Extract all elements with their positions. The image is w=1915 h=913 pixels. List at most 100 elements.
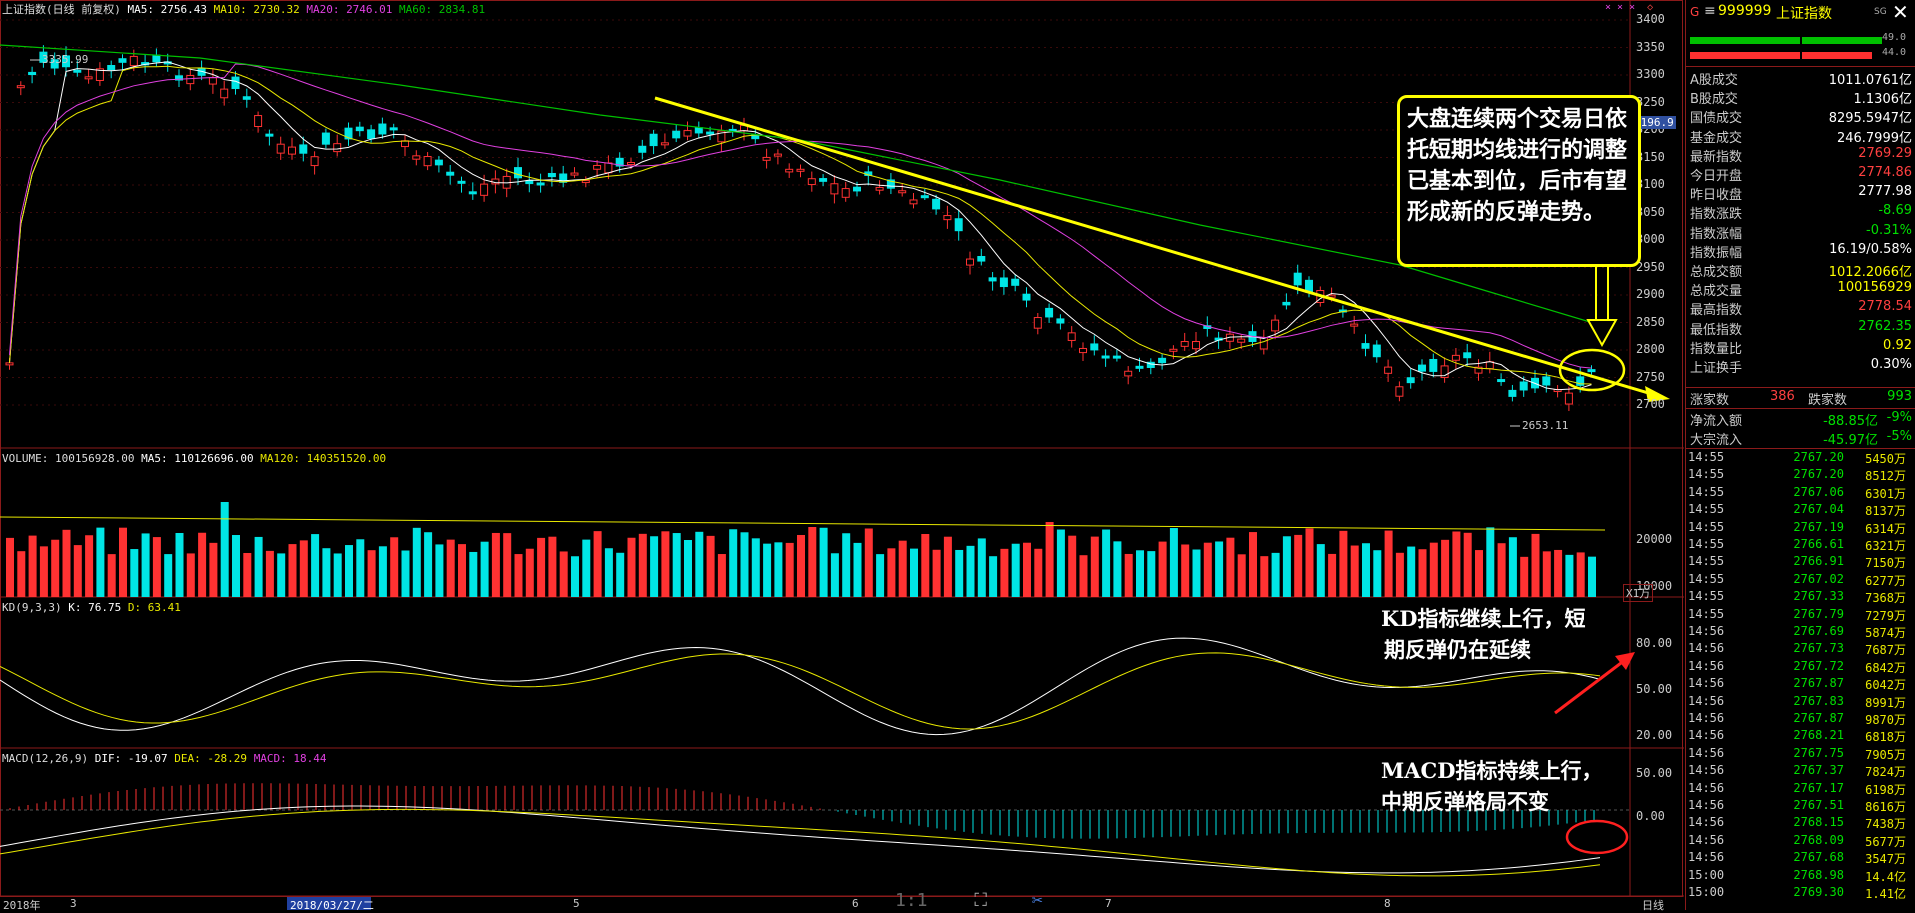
volume-bar	[864, 528, 873, 597]
candle-body	[660, 142, 669, 146]
volume-bar	[1192, 549, 1201, 597]
volume-bar	[1316, 544, 1325, 597]
quote-row: 最新指数 2769.29	[1690, 146, 1912, 165]
quote-row: 最高指数 2778.54	[1690, 299, 1912, 318]
trend-arrowhead	[1645, 386, 1670, 402]
volume-bars	[0, 502, 1606, 597]
quote-row: 总成交量 100156929	[1690, 280, 1912, 299]
volume-bar	[107, 554, 116, 597]
tick-volume: 7905万	[1865, 747, 1906, 762]
candle-body	[638, 145, 647, 153]
quote-row: 今日开盘 2774.86	[1690, 165, 1912, 184]
tick-price: 2767.87	[1793, 711, 1844, 725]
volume-bar	[616, 552, 625, 597]
volume-bar	[1554, 549, 1563, 597]
tick-volume: 7687万	[1865, 643, 1906, 658]
volume-bar	[356, 539, 365, 597]
block-label: 大宗流入	[1690, 433, 1743, 448]
tick-time: 14:56	[1688, 815, 1725, 830]
tick-volume: 8991万	[1865, 695, 1906, 710]
menu-icon[interactable]: ≡	[1704, 3, 1716, 19]
volume-bar	[1000, 548, 1009, 597]
volume-bar	[830, 553, 839, 597]
candle-body	[480, 183, 489, 196]
close-icon[interactable]: ✕	[1892, 0, 1909, 24]
candle-body	[434, 159, 443, 166]
tick-row: 14:56 2767.83 8991万	[1686, 694, 1908, 712]
volume-bar	[943, 536, 952, 597]
volume-bar	[1542, 551, 1551, 597]
tick-price: 2769.30	[1793, 885, 1844, 899]
tick-price: 2767.73	[1793, 641, 1844, 656]
tick-price: 2766.91	[1793, 554, 1844, 569]
volume-bar	[1113, 541, 1122, 597]
tick-row: 14:55 2766.91 7150万	[1686, 554, 1908, 572]
quote-row: B股成交 1.1306亿	[1690, 88, 1912, 108]
chart-area[interactable]	[0, 0, 1684, 910]
candle-body	[1587, 369, 1596, 373]
candle-body	[1045, 307, 1054, 318]
tick-volume: 8137万	[1865, 504, 1906, 519]
tick-price: 2767.04	[1793, 502, 1844, 517]
candle-body	[932, 198, 941, 210]
volume-bar	[898, 540, 907, 597]
candle-body	[1576, 376, 1585, 386]
kd-panel-header: KD(9,3,3) K: 76.75 D: 63.41	[2, 601, 181, 614]
candle-body	[50, 59, 59, 69]
quote-row-label: 指数量比	[1690, 341, 1743, 357]
kd-up-arrow	[1554, 652, 1635, 715]
volume-bar	[1079, 555, 1088, 597]
volume-bar	[243, 552, 252, 597]
screenshot-icon[interactable]: ✂	[1031, 890, 1043, 911]
candle-body	[819, 178, 828, 182]
tick-row: 14:56 2767.87 9870万	[1686, 711, 1908, 729]
divider	[1686, 408, 1915, 409]
candle-body	[1180, 341, 1189, 347]
period-label[interactable]: 日线	[1642, 899, 1664, 912]
candle-body	[1124, 370, 1133, 377]
fit-screen-icon[interactable]: ⛶	[974, 890, 987, 911]
volume-bar	[401, 550, 410, 597]
volume-bar	[1486, 527, 1495, 597]
quote-row-label: 最低指数	[1690, 322, 1743, 338]
bottom-toolbar: 1:1 ⛶ ✂	[895, 890, 1043, 911]
volume-bar	[152, 537, 161, 597]
chart-window-icons[interactable]: × × × ◇	[1605, 2, 1653, 13]
volume-bar	[311, 534, 320, 597]
axis-label: 2850	[1636, 314, 1665, 329]
date-m7: 7	[1105, 897, 1112, 910]
volume-bar	[808, 527, 817, 597]
sell-pct: 44.0	[1882, 47, 1907, 58]
chart-svg[interactable]	[0, 0, 1684, 910]
volume-bar	[1452, 531, 1461, 597]
volume-bar	[186, 553, 195, 597]
volume-bar	[141, 533, 150, 597]
quote-row: 国债成交 8295.5947亿	[1690, 107, 1912, 127]
tick-time: 14:56	[1688, 780, 1725, 795]
volume-bar	[412, 527, 421, 597]
main-callout-text: 大盘连续两个交易日依托短期均线进行的调整已基本到位，后市有望形成新的反弹走势。	[1407, 106, 1628, 225]
tick-price: 2767.69	[1793, 624, 1844, 638]
tick-price: 2767.20	[1793, 450, 1844, 464]
quote-row-label: B股成交	[1690, 92, 1738, 108]
dots-icon[interactable]: × × ×	[1605, 2, 1636, 13]
candle-body	[999, 277, 1008, 288]
candle-body	[717, 130, 726, 143]
quote-row-label: 国债成交	[1690, 111, 1743, 127]
quote-name: 上证指数	[1776, 6, 1832, 22]
macd-histogram	[0, 783, 1630, 877]
volume-bar	[220, 502, 229, 597]
volume-bar	[265, 550, 274, 597]
diamond-icon[interactable]: ◇	[1647, 2, 1654, 13]
candle-body	[288, 146, 296, 155]
volume-bar	[1226, 537, 1235, 597]
up-label: 涨家数	[1690, 393, 1730, 408]
tick-row: 14:55 2767.33 7368万	[1686, 589, 1908, 607]
candle-body	[1169, 348, 1178, 352]
date-axis: 2018年 3 2018/03/27/二 5 6 7 8 日线	[0, 897, 1684, 912]
kd-callout-line2: 期反弹仍在延续	[1384, 637, 1531, 662]
ratio-button[interactable]: 1:1	[895, 890, 928, 911]
quote-row-value: 1011.0761亿	[1828, 73, 1912, 88]
quote-row-value: 246.7999亿	[1836, 130, 1912, 146]
candlesticks	[5, 45, 1596, 412]
